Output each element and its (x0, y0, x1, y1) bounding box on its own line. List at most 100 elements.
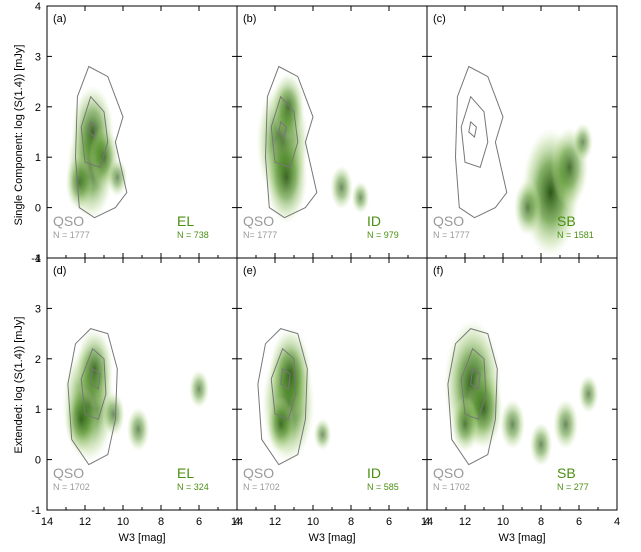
density-blob (126, 407, 150, 452)
panel-label: (b) (243, 13, 256, 25)
density-blob (513, 179, 542, 236)
x-tick-label: 12 (79, 516, 91, 528)
panel-label: (e) (243, 265, 256, 277)
x-tick-label: 8 (158, 516, 164, 528)
qso-count: N = 1777 (433, 230, 470, 240)
density-blob (330, 165, 353, 210)
qso-contour (280, 368, 291, 390)
x-tick-label: 10 (307, 516, 319, 528)
density-blob (529, 422, 553, 467)
y-tick-label: 1 (35, 404, 41, 416)
y-axis-label-top: Single Component: log (S(1.4)) [mJy] (13, 45, 25, 226)
qso-label: QSO (53, 465, 84, 481)
density-blob (451, 396, 479, 453)
x-tick-label: 12 (269, 516, 281, 528)
x-tick-label: 14 (231, 516, 243, 528)
qso-contour (88, 120, 97, 138)
class-label: SB (557, 213, 576, 229)
qso-label: QSO (243, 465, 274, 481)
qso-label: QSO (433, 465, 464, 481)
density-blob (578, 374, 599, 414)
class-label: EL (177, 213, 194, 229)
x-axis-label: W3 [mag] (308, 532, 355, 544)
y-tick-label: -1 (31, 253, 41, 265)
y-tick-label: 3 (35, 51, 41, 63)
density-blob (265, 131, 308, 224)
qso-contour (470, 368, 481, 390)
qso-label: QSO (53, 213, 84, 229)
qso-contour (454, 65, 508, 219)
qso-label: QSO (243, 213, 274, 229)
y-tick-label: -1 (31, 505, 41, 517)
qso-contour (270, 347, 297, 420)
x-tick-label: 10 (497, 516, 509, 528)
qso-contour (270, 95, 299, 168)
y-tick-label: 0 (35, 455, 41, 467)
qso-contour (460, 347, 487, 420)
x-tick-label: 14 (41, 516, 53, 528)
y-axis-label-bottom: Extended: log (S(1.4)) [mJy] (13, 317, 25, 454)
x-tick-label: 10 (117, 516, 129, 528)
class-label: ID (367, 213, 381, 229)
x-tick-label: 14 (421, 516, 433, 528)
qso-contour (264, 65, 318, 219)
qso-contour (74, 65, 128, 219)
qso-contour (257, 328, 308, 466)
x-tick-label: 6 (576, 516, 582, 528)
x-tick-label: 8 (538, 516, 544, 528)
y-tick-label: 1 (35, 152, 41, 164)
qso-contour (278, 120, 287, 138)
x-axis-label: W3 [mag] (498, 532, 545, 544)
panel-label: (f) (433, 265, 443, 277)
density-blob (499, 399, 526, 450)
y-tick-label: 2 (35, 102, 41, 114)
qso-contour (460, 95, 489, 168)
qso-count: N = 1777 (53, 230, 90, 240)
class-count: N = 738 (177, 230, 209, 240)
y-tick-label: 4 (35, 1, 41, 13)
x-tick-label: 12 (459, 516, 471, 528)
x-tick-label: 4 (614, 516, 620, 528)
density-blob (553, 399, 579, 450)
class-count: N = 585 (367, 482, 399, 492)
qso-count: N = 1702 (433, 482, 470, 492)
class-count: N = 324 (177, 482, 209, 492)
class-label: EL (177, 465, 194, 481)
panel-label: (a) (53, 13, 66, 25)
x-tick-label: 4 (234, 516, 240, 528)
qso-count: N= 1777 (243, 230, 277, 240)
qso-count: N = 1702 (243, 482, 280, 492)
qso-count: N = 1702 (53, 482, 90, 492)
x-tick-label: 6 (196, 516, 202, 528)
x-tick-label: 6 (386, 516, 392, 528)
x-axis-label: W3 [mag] (118, 532, 165, 544)
density-blob (266, 396, 295, 453)
panel-label: (c) (433, 13, 446, 25)
y-tick-label: 4 (35, 253, 41, 265)
qso-contour (447, 328, 498, 466)
y-tick-label: 3 (35, 303, 41, 315)
panel-label: (d) (53, 265, 66, 277)
y-tick-label: 2 (35, 354, 41, 366)
density-blob (107, 158, 128, 197)
density-blob (351, 181, 370, 214)
x-tick-label: 4 (424, 516, 430, 528)
class-count: N = 979 (367, 230, 399, 240)
qso-contour (468, 120, 477, 138)
density-blob (65, 154, 94, 211)
qso-label: QSO (433, 213, 464, 229)
density-blob (188, 369, 210, 409)
class-label: SB (557, 465, 576, 481)
density-blob (102, 392, 125, 437)
x-tick-label: 8 (348, 516, 354, 528)
class-label: ID (367, 465, 381, 481)
density-blob (64, 385, 98, 454)
